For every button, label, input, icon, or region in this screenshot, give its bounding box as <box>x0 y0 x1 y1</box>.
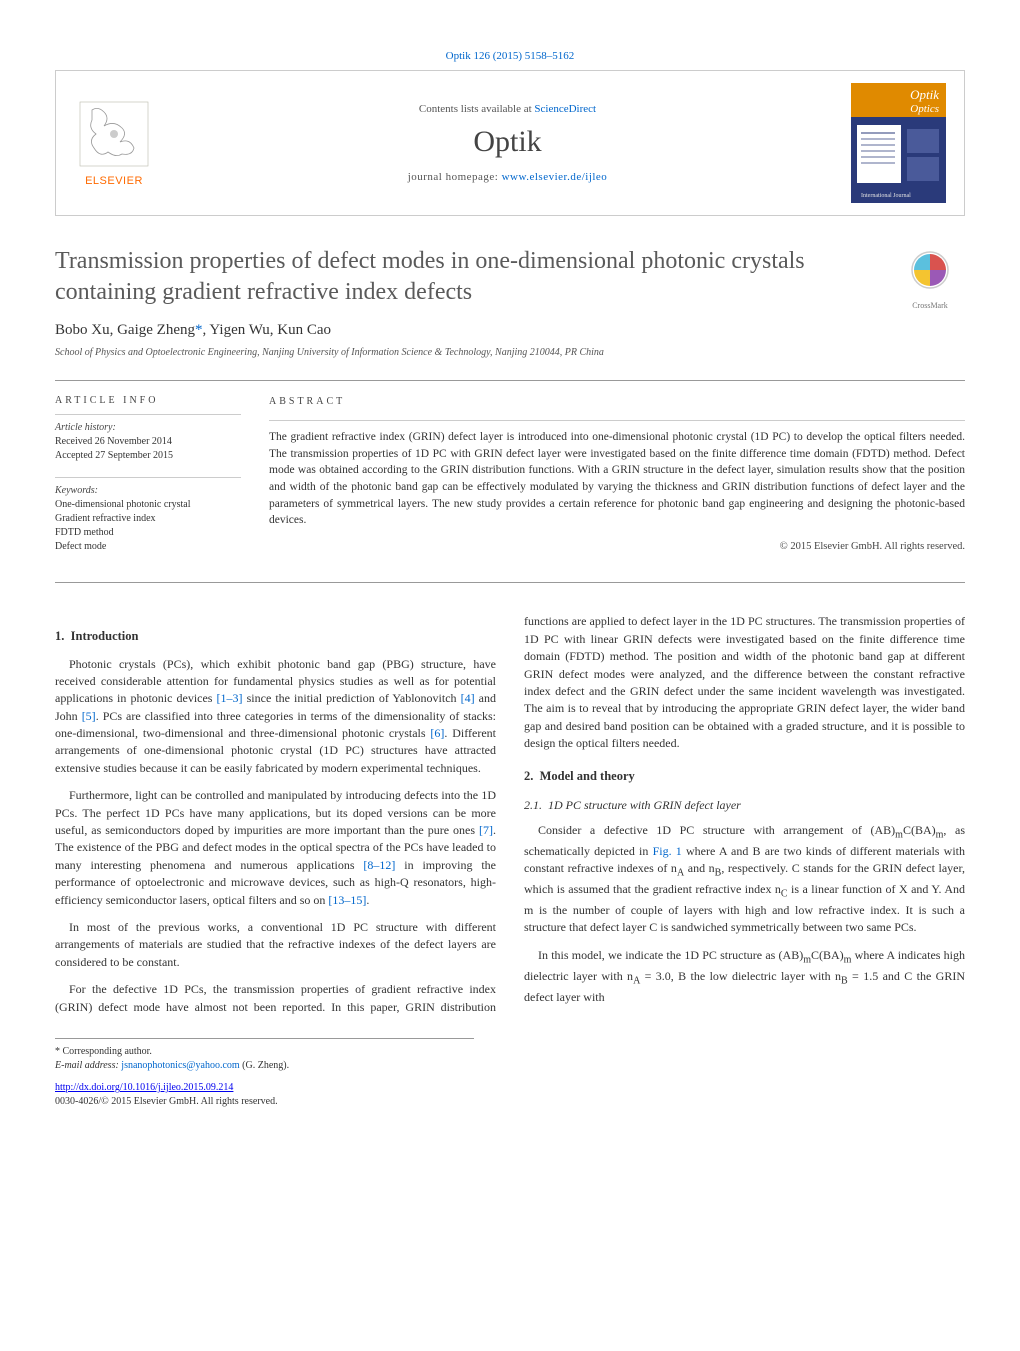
section-heading: 2. Model and theory <box>524 767 965 785</box>
abstract-text: The gradient refractive index (GRIN) def… <box>269 431 965 526</box>
citation-link[interactable]: [5] <box>82 709 96 723</box>
homepage-line: journal homepage: www.elsevier.de/ijleo <box>164 171 851 183</box>
journal-cover-thumbnail: Optik Optics International Journal <box>851 83 946 203</box>
body-paragraph: Furthermore, light can be controlled and… <box>55 787 496 909</box>
elsevier-wordmark: ELSEVIER <box>85 175 143 187</box>
section-heading: 1. Introduction <box>55 627 496 645</box>
top-citation: Optik 126 (2015) 5158–5162 <box>55 50 965 62</box>
journal-homepage-link[interactable]: www.elsevier.de/ijleo <box>502 171 608 183</box>
corresponding-marker: * <box>55 1046 60 1057</box>
footer-identifiers: http://dx.doi.org/10.1016/j.ijleo.2015.0… <box>55 1081 965 1109</box>
received-date: Received 26 November 2014 <box>55 435 241 449</box>
abstract-column: abstract The gradient refractive index (… <box>255 381 965 582</box>
footnotes: * Corresponding author. E-mail address: … <box>55 1038 474 1073</box>
email-link[interactable]: jsnanophotonics@yahoo.com <box>121 1060 239 1071</box>
citation-link[interactable]: [4] <box>461 691 475 705</box>
keyword-item: One-dimensional photonic crystal <box>55 498 241 512</box>
article-title: Transmission properties of defect modes … <box>55 246 965 308</box>
keyword-item: Defect mode <box>55 540 241 554</box>
citation-link[interactable]: [7] <box>479 823 493 837</box>
body-paragraph: Consider a defective 1D PC structure wit… <box>524 822 965 937</box>
issn-copyright: 0030-4026/© 2015 Elsevier GmbH. All righ… <box>55 1096 278 1107</box>
body-paragraph: Photonic crystals (PCs), which exhibit p… <box>55 656 496 778</box>
accepted-date: Accepted 27 September 2015 <box>55 449 241 463</box>
journal-header: ELSEVIER Contents lists available at Sci… <box>55 70 965 216</box>
doi-link[interactable]: http://dx.doi.org/10.1016/j.ijleo.2015.0… <box>55 1082 233 1093</box>
article-info-column: article info Article history: Received 2… <box>55 381 255 582</box>
body-paragraph: In most of the previous works, a convent… <box>55 919 496 971</box>
journal-name: Optik <box>164 125 851 159</box>
subsection-heading: 2.1. 1D PC structure with GRIN defect la… <box>524 797 965 814</box>
affiliation: School of Physics and Optoelectronic Eng… <box>55 347 965 358</box>
citation-link[interactable]: [13–15] <box>328 893 366 907</box>
keyword-item: Gradient refractive index <box>55 512 241 526</box>
authors: Bobo Xu, Gaige Zheng*, Yigen Wu, Kun Cao <box>55 322 965 339</box>
svg-text:Optik: Optik <box>910 87 939 102</box>
history-label: Article history: <box>55 421 241 435</box>
top-citation-link[interactable]: Optik 126 (2015) 5158–5162 <box>446 50 575 62</box>
crossmark-badge[interactable]: CrossMark <box>895 250 965 312</box>
info-heading: article info <box>55 395 241 406</box>
citation-link[interactable]: [8–12] <box>363 858 395 872</box>
elsevier-logo: ELSEVIER <box>74 98 164 188</box>
svg-text:International Journal: International Journal <box>861 193 911 199</box>
svg-text:Optics: Optics <box>910 103 939 115</box>
citation-link[interactable]: [6] <box>430 726 444 740</box>
contents-line: Contents lists available at ScienceDirec… <box>164 103 851 115</box>
sciencedirect-link[interactable]: ScienceDirect <box>534 103 596 115</box>
keyword-item: FDTD method <box>55 526 241 540</box>
abstract-heading: abstract <box>269 395 965 410</box>
abstract-copyright: © 2015 Elsevier GmbH. All rights reserve… <box>269 539 965 554</box>
figure-link[interactable]: Fig. 1 <box>653 844 682 858</box>
citation-link[interactable]: [1–3] <box>217 691 243 705</box>
keywords-label: Keywords: <box>55 484 241 498</box>
article-body: 1. Introduction Photonic crystals (PCs),… <box>55 613 965 1016</box>
body-paragraph: In this model, we indicate the 1D PC str… <box>524 947 965 1006</box>
